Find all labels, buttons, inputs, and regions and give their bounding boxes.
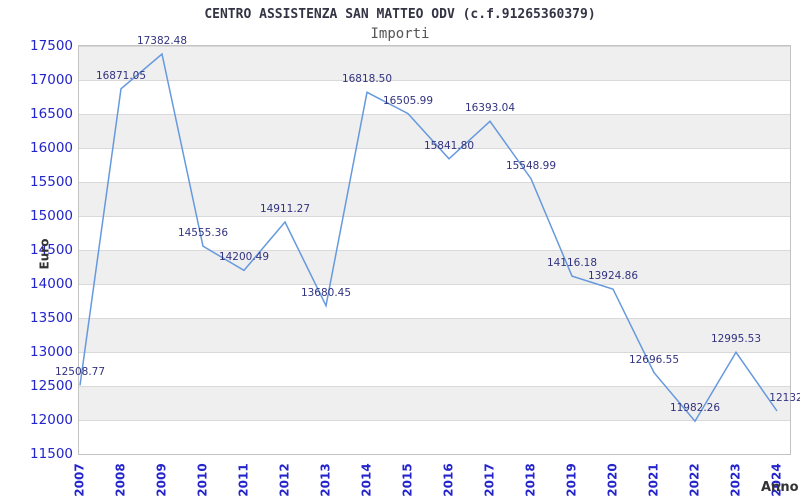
x-tick-text: 2016 bbox=[442, 463, 456, 497]
y-tick-label: 14500 bbox=[30, 242, 73, 258]
y-tick-label: 13000 bbox=[30, 344, 73, 360]
point-value-label: 16818.50 bbox=[341, 73, 393, 86]
y-tick-label: 12000 bbox=[30, 412, 73, 428]
point-value-label: 15548.99 bbox=[505, 159, 557, 172]
x-tick-label: 2008 bbox=[104, 459, 138, 499]
y-tick-label: 11500 bbox=[30, 446, 73, 462]
x-axis-title: Anno bbox=[761, 480, 799, 495]
x-tick-text: 2010 bbox=[196, 463, 210, 497]
x-tick-label: 2022 bbox=[678, 459, 712, 499]
x-tick-text: 2008 bbox=[114, 463, 128, 497]
point-value-label: 13680.45 bbox=[300, 286, 352, 299]
x-tick-text: 2022 bbox=[688, 463, 702, 497]
x-tick-text: 2015 bbox=[401, 463, 415, 497]
y-tick-label: 15500 bbox=[30, 174, 73, 190]
y-axis-title-text: Euro bbox=[37, 238, 51, 270]
y-tick-label: 13500 bbox=[30, 310, 73, 326]
x-tick-text: 2020 bbox=[606, 463, 620, 497]
point-value-label: 12508.77 bbox=[54, 366, 106, 379]
x-tick-label: 2011 bbox=[227, 459, 261, 499]
x-tick-text: 2007 bbox=[73, 463, 87, 497]
x-tick-text: 2021 bbox=[647, 463, 661, 497]
point-value-label: 17382.48 bbox=[136, 34, 188, 47]
x-tick-text: 2012 bbox=[278, 463, 292, 497]
point-value-label: 16393.04 bbox=[464, 102, 516, 115]
chart-subtitle: Importi bbox=[370, 26, 430, 42]
y-tick-label: 17000 bbox=[30, 72, 73, 88]
x-tick-label: 2018 bbox=[514, 459, 548, 499]
point-value-label: 11982.26 bbox=[669, 402, 721, 415]
x-tick-label: 2019 bbox=[555, 459, 589, 499]
point-value-label: 16871.05 bbox=[95, 69, 147, 82]
x-tick-label: 2015 bbox=[391, 459, 425, 499]
x-tick-text: 2023 bbox=[729, 463, 743, 497]
line-series bbox=[79, 52, 778, 423]
x-tick-text: 2009 bbox=[155, 463, 169, 497]
point-value-label: 14116.18 bbox=[546, 257, 598, 270]
y-tick-label: 14000 bbox=[30, 276, 73, 292]
point-value-label: 12696.55 bbox=[628, 353, 680, 366]
x-tick-label: 2021 bbox=[637, 459, 671, 499]
plot-area bbox=[78, 45, 791, 455]
x-tick-label: 2014 bbox=[350, 459, 384, 499]
point-value-label: 15841.80 bbox=[423, 139, 475, 152]
chart-title: CENTRO ASSISTENZA SAN MATTEO ODV (c.f.91… bbox=[204, 7, 596, 22]
x-tick-label: 2010 bbox=[186, 459, 220, 499]
x-tick-text: 2011 bbox=[237, 463, 251, 497]
x-tick-text: 2017 bbox=[483, 463, 497, 497]
x-tick-label: 2007 bbox=[63, 459, 97, 499]
x-tick-label: 2012 bbox=[268, 459, 302, 499]
x-tick-label: 2017 bbox=[473, 459, 507, 499]
point-value-label: 14555.36 bbox=[177, 227, 229, 240]
x-tick-text: 2019 bbox=[565, 463, 579, 497]
point-value-label: 12132.5 bbox=[769, 391, 800, 404]
y-tick-label: 16000 bbox=[30, 140, 73, 156]
x-tick-label: 2009 bbox=[145, 459, 179, 499]
x-tick-text: 2013 bbox=[319, 463, 333, 497]
y-tick-label: 17500 bbox=[30, 38, 73, 54]
x-tick-text: 2018 bbox=[524, 463, 538, 497]
x-tick-text: 2014 bbox=[360, 463, 374, 497]
point-value-label: 14200.49 bbox=[218, 251, 270, 264]
x-tick-label: 2016 bbox=[432, 459, 466, 499]
point-value-label: 14911.27 bbox=[259, 203, 311, 216]
point-value-label: 16505.99 bbox=[382, 94, 434, 107]
point-value-label: 13924.86 bbox=[587, 270, 639, 283]
point-value-label: 12995.53 bbox=[710, 333, 762, 346]
y-axis-title: Euro bbox=[30, 238, 58, 270]
y-tick-label: 16500 bbox=[30, 106, 73, 122]
importi-line bbox=[79, 52, 778, 423]
y-tick-label: 12500 bbox=[30, 378, 73, 394]
x-tick-label: 2023 bbox=[719, 459, 753, 499]
y-tick-label: 15000 bbox=[30, 208, 73, 224]
x-tick-label: 2020 bbox=[596, 459, 630, 499]
x-tick-label: 2013 bbox=[309, 459, 343, 499]
